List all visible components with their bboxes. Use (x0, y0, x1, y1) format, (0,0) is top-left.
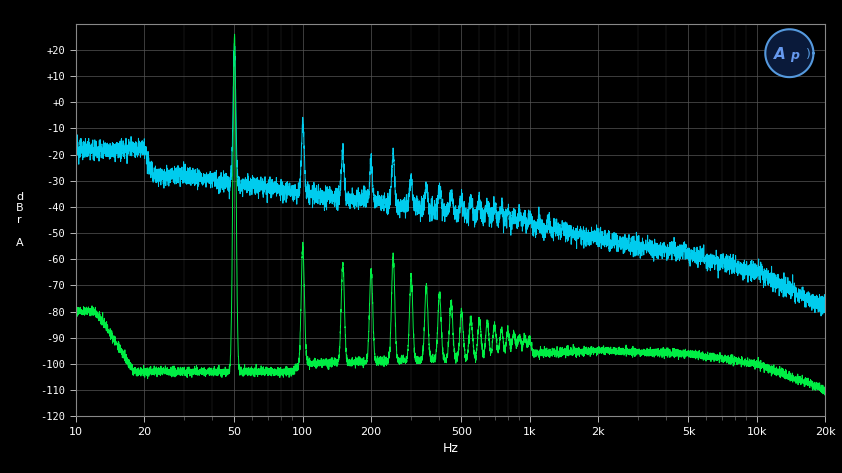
Text: A: A (775, 47, 786, 62)
Text: p: p (791, 50, 799, 62)
Polygon shape (765, 29, 813, 77)
Text: ): ) (806, 48, 811, 61)
Y-axis label: d
B
r

A: d B r A (16, 192, 24, 248)
X-axis label: Hz: Hz (443, 442, 458, 455)
